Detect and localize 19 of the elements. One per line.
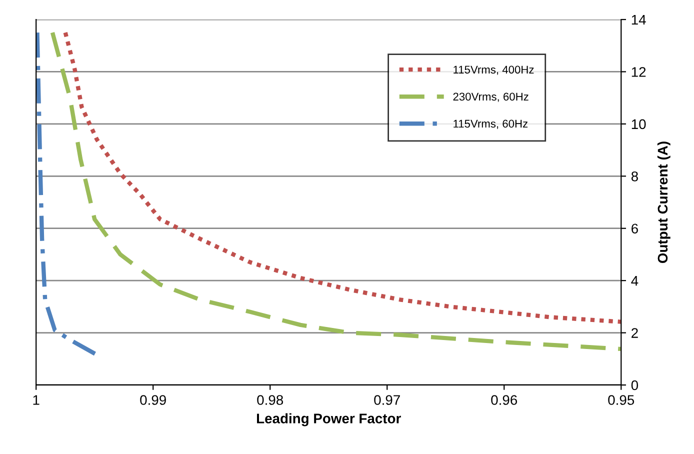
x-tick-label: 0.95 xyxy=(608,395,634,405)
y-tick-label: 0 xyxy=(631,380,638,390)
y-tick-label: 4 xyxy=(631,276,638,286)
legend-label: 115Vrms, 60Hz xyxy=(454,120,528,129)
y-tick-label: 12 xyxy=(632,67,646,77)
y-axis-title: Output Current (A) xyxy=(657,142,670,264)
y-tick-label: 8 xyxy=(631,171,638,182)
y-tick-label: 2 xyxy=(632,328,638,338)
x-axis-title: Leading Power Factor xyxy=(257,413,401,426)
legend-label: 115Vrms, 400Hz xyxy=(454,66,534,75)
x-tick-label: 0.99 xyxy=(140,395,166,405)
x-tick-label: 1 xyxy=(33,395,40,405)
legend-label: 230Vrms, 60Hz xyxy=(453,92,528,102)
y-tick-label: 6 xyxy=(632,224,638,234)
x-tick-label: 0.97 xyxy=(374,395,400,405)
y-tick-label: 10 xyxy=(632,119,646,130)
x-tick-label: 0.98 xyxy=(257,395,284,405)
x-tick-label: 0.96 xyxy=(491,395,518,405)
y-tick-label: 14 xyxy=(632,15,646,25)
